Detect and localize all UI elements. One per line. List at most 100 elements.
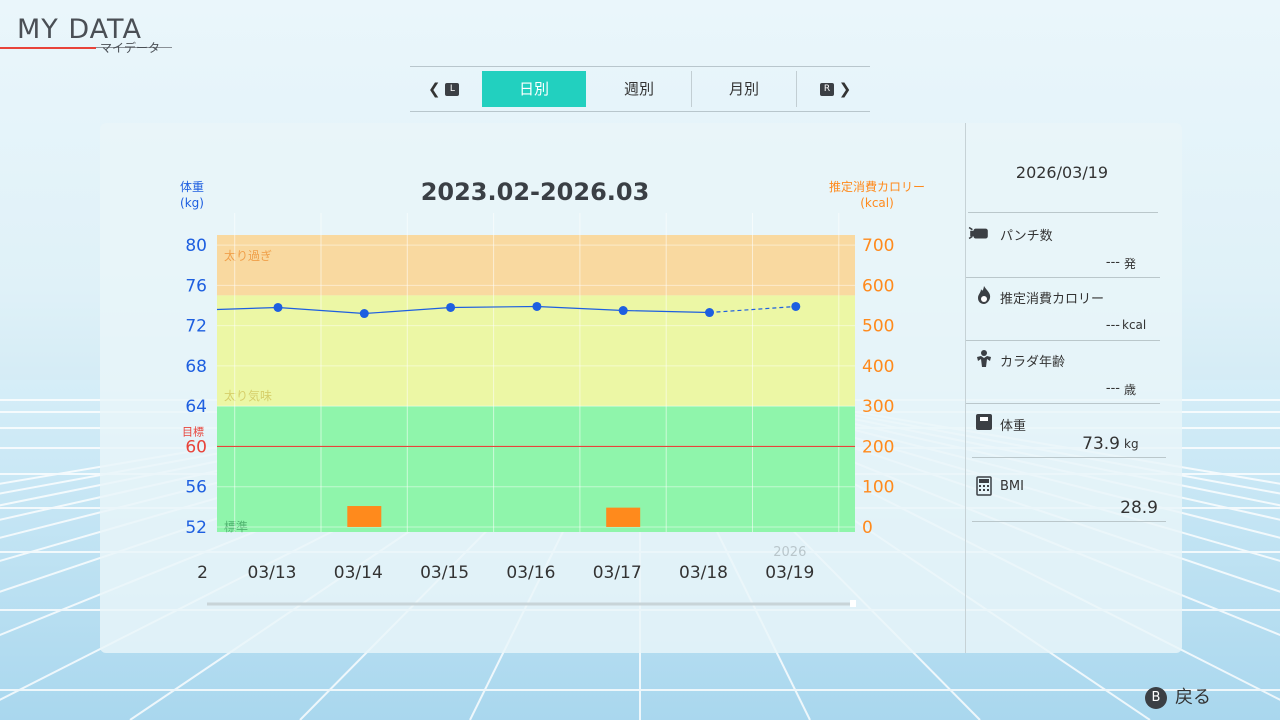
weight-line-segment bbox=[450, 305, 537, 309]
tab-monthly[interactable]: 月別 bbox=[728, 80, 759, 98]
y-right-label: 推定消費カロリー bbox=[829, 179, 925, 194]
page-title: MY DATA bbox=[17, 14, 142, 45]
page-subtitle: マイデータ bbox=[100, 41, 161, 55]
weight-line-segment bbox=[277, 306, 365, 315]
y-right-tick: 200 bbox=[862, 437, 894, 457]
weight-line-segment bbox=[623, 309, 710, 314]
y-left-tick: 76 bbox=[185, 276, 207, 296]
y-right-tick: 0 bbox=[862, 518, 873, 538]
zone-label: 太り気味 bbox=[224, 388, 272, 403]
next-tab-button[interactable]: R ❯ bbox=[820, 71, 851, 107]
selected-date: 2026/03/19 bbox=[1015, 163, 1109, 182]
tab-divider bbox=[691, 71, 692, 107]
stat-value: 73.9 bbox=[1082, 434, 1120, 454]
x-tick: 03/18 bbox=[679, 563, 728, 583]
stat-label: 体重 bbox=[1000, 419, 1027, 434]
weight-point bbox=[273, 302, 283, 312]
l-button-icon: L bbox=[445, 83, 460, 96]
stat-label: 推定消費カロリー bbox=[1000, 292, 1105, 307]
y-left-tick: 72 bbox=[185, 317, 207, 337]
weight-line-segment bbox=[709, 305, 796, 314]
y-left-unit: (kg) bbox=[180, 196, 204, 210]
zone-label: 太り過ぎ bbox=[224, 248, 272, 263]
x-tick: 03/15 bbox=[420, 563, 469, 583]
prev-tab-button[interactable]: ❮ L bbox=[428, 71, 460, 107]
stat-label: カラダ年齢 bbox=[1000, 355, 1066, 370]
x-tick: 03/13 bbox=[248, 563, 297, 583]
tab-daily[interactable]: 日別 bbox=[482, 71, 586, 107]
x-tick: 03/14 bbox=[334, 563, 383, 583]
weight-line-segment bbox=[216, 306, 279, 311]
y-right-tick: 600 bbox=[862, 276, 894, 296]
zone-band bbox=[217, 235, 855, 296]
period-tab-bar: ❮ L 日別 週別 月別 R ❯ bbox=[410, 66, 870, 112]
y-left-tick: 56 bbox=[185, 478, 207, 498]
calculator-icon bbox=[974, 476, 994, 496]
weight-point bbox=[446, 302, 456, 312]
zone-band bbox=[217, 295, 855, 407]
muscle-icon bbox=[974, 348, 994, 368]
y-right-tick: 400 bbox=[862, 357, 894, 377]
y-right-tick: 500 bbox=[862, 317, 894, 337]
y-right-tick: 300 bbox=[862, 397, 894, 417]
chevron-left-icon: ❮ bbox=[428, 80, 441, 98]
zone-band bbox=[217, 406, 855, 532]
weight-point bbox=[791, 301, 801, 311]
weight-line-segment bbox=[364, 306, 451, 315]
stat-label: BMI bbox=[1000, 479, 1024, 494]
side-panel-divider bbox=[965, 123, 966, 653]
stat-unit: kcal bbox=[1122, 318, 1147, 332]
side-rule bbox=[966, 403, 1160, 404]
chart-scrollbar-thumb bbox=[850, 600, 856, 607]
weight-point bbox=[359, 309, 369, 319]
x-tick: 03/16 bbox=[506, 563, 555, 583]
tab-weekly[interactable]: 週別 bbox=[623, 80, 654, 98]
punch-icon bbox=[968, 222, 988, 242]
y-right-tick: 100 bbox=[862, 478, 894, 498]
y-left-tick: 60 bbox=[185, 437, 207, 457]
y-left-label: 体重 bbox=[180, 180, 204, 194]
y-right-unit: (kcal) bbox=[860, 196, 894, 210]
stat-value: 28.9 bbox=[1120, 498, 1158, 518]
side-rule bbox=[966, 340, 1160, 341]
y-left-tick: 80 bbox=[185, 236, 207, 256]
y-left-tick: 68 bbox=[185, 357, 207, 377]
title-underline-gray bbox=[96, 47, 172, 48]
stat-unit: 発 bbox=[1124, 257, 1137, 271]
weight-point bbox=[705, 308, 714, 318]
stat-unit: kg bbox=[1124, 437, 1139, 451]
side-rule bbox=[972, 457, 1166, 458]
target-label: 目標 bbox=[182, 424, 204, 438]
calorie-bar bbox=[347, 506, 382, 527]
chevron-right-icon: ❯ bbox=[838, 80, 852, 98]
y-right-tick: 700 bbox=[862, 236, 894, 256]
weight-line-segment bbox=[536, 305, 624, 312]
stat-value: --- bbox=[1105, 381, 1120, 396]
x-tick: 03/19 bbox=[765, 563, 814, 583]
b-button-icon: B bbox=[1145, 687, 1167, 709]
r-button-icon: R bbox=[820, 83, 834, 96]
x-tick-cutoff: 2 bbox=[197, 563, 208, 583]
weight-point bbox=[532, 301, 542, 311]
stat-value: --- bbox=[1105, 318, 1120, 333]
back-button[interactable]: B 戻る bbox=[1145, 683, 1211, 709]
stat-unit: 歳 bbox=[1124, 383, 1137, 397]
title-underline bbox=[0, 47, 96, 49]
y-left-tick: 64 bbox=[185, 397, 207, 417]
flame-icon bbox=[974, 285, 994, 305]
chart-title: 2023.02-2026.03 bbox=[421, 178, 650, 206]
weight-point bbox=[618, 306, 628, 316]
x-year-label: 2026 bbox=[773, 545, 806, 560]
side-rule bbox=[972, 521, 1166, 522]
back-label: 戻る bbox=[1175, 687, 1211, 708]
y-left-tick: 52 bbox=[185, 518, 207, 538]
scale-icon bbox=[974, 412, 994, 432]
stat-label: パンチ数 bbox=[1000, 229, 1053, 244]
zone-label: 標準 bbox=[224, 519, 248, 534]
side-rule bbox=[966, 277, 1160, 278]
x-tick: 03/17 bbox=[593, 563, 642, 583]
side-rule bbox=[968, 212, 1158, 213]
calorie-bar bbox=[606, 507, 641, 527]
tab-divider bbox=[796, 71, 797, 107]
